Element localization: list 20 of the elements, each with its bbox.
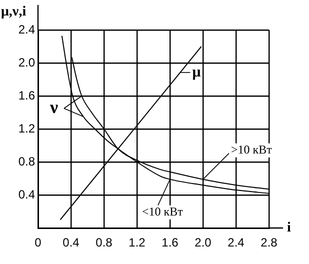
y-tick-label: 2.0 [18,55,36,70]
x-tick-label: 2.0 [194,236,212,250]
y-tick-label: 0.8 [18,154,36,168]
y-tick-label: 1.2 [18,121,36,136]
x-tick-label: 1.2 [128,236,146,250]
x-tick-label: 0.8 [96,236,113,250]
y-axis-title: μ,ν,i [1,4,26,20]
x-tick-label: 1.6 [162,236,179,250]
annotation: ν [49,97,58,118]
x-tick-label: 2.4 [228,236,245,250]
y-tick-label: 1.6 [18,88,36,102]
x-tick-label: 0 [34,236,42,250]
legend-label: μ [192,64,202,80]
series-label: <10 кВт [142,204,184,218]
text: >10 кВт [231,142,273,156]
x-axis-title: i [287,220,291,236]
x-tick-label: 0.4 [62,236,80,250]
x-tick-label: 2.8 [260,236,278,250]
y-tick-label: 2.4 [18,22,36,36]
y-tick-label: 0.4 [18,187,36,202]
